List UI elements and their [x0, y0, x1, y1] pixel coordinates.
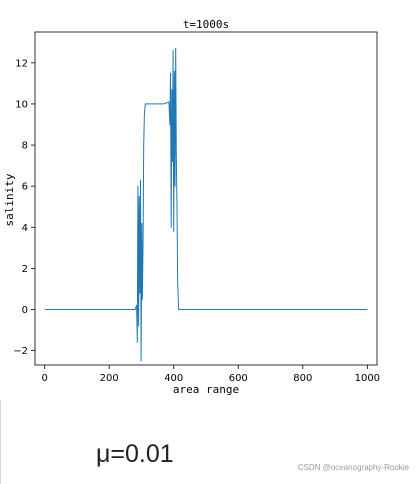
watermark-text: CSDN @oceanography-Rookie: [297, 463, 409, 472]
x-axis-label: area range: [173, 383, 239, 396]
y-tick-label: 12: [15, 58, 28, 69]
x-axis-ticks: 0 200 400 600 800 1000: [41, 365, 380, 384]
x-tick-label: 400: [164, 373, 183, 384]
chart-title: t=1000s: [183, 18, 229, 31]
plot-frame: [34, 31, 378, 366]
x-tick-label: 1000: [355, 373, 380, 384]
caption-text: μ=0.01: [96, 440, 174, 468]
salinity-chart: t=1000s area range salinity 0 200 400 600 80…: [3, 18, 380, 396]
x-tick-label: 800: [293, 373, 312, 384]
series-layer: [44, 47, 368, 362]
y-tick-label: 10: [15, 99, 28, 110]
y-tick-label: 8: [22, 141, 28, 152]
x-tick-label: 0: [41, 373, 47, 384]
y-tick-label: 6: [22, 182, 28, 193]
y-axis-label: salinity: [3, 173, 16, 226]
x-tick-label: 200: [100, 373, 119, 384]
y-tick-label: 0: [22, 305, 28, 316]
y-tick-label: −2: [13, 346, 28, 357]
x-tick-label: 600: [229, 373, 248, 384]
y-tick-label: 2: [22, 264, 28, 275]
page-divider: [0, 400, 1, 484]
salinity-line: [44, 47, 368, 362]
y-axis-ticks: −2 0 2 4 6 8 10 12: [13, 58, 35, 357]
y-tick-label: 4: [22, 223, 28, 234]
